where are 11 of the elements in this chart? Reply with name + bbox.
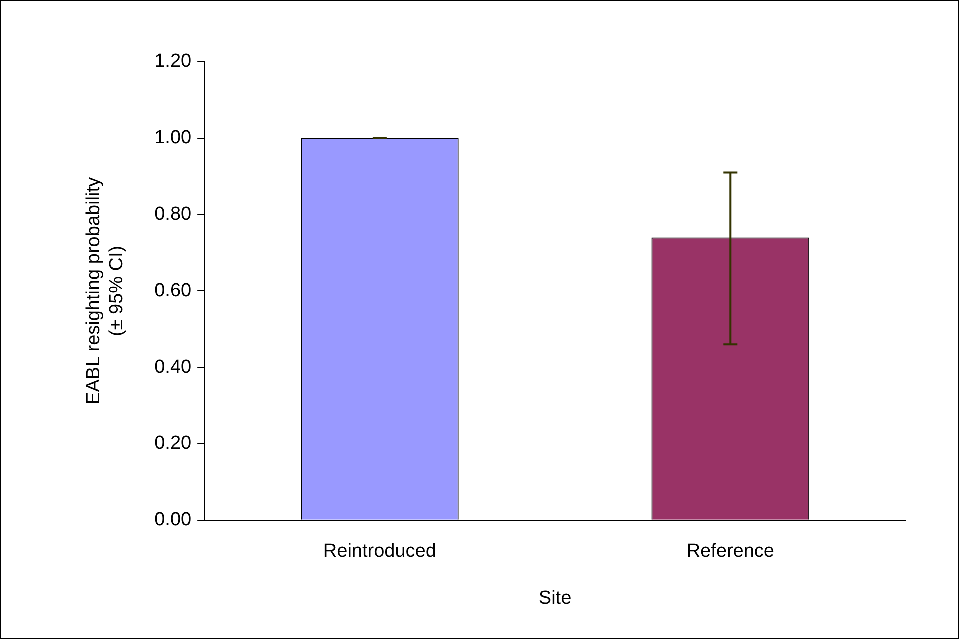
y-tick-label: 1.00: [154, 128, 192, 149]
x-tick-label: Reference: [686, 541, 774, 562]
y-tick-label: 0.80: [154, 204, 192, 226]
x-tick-label: Reintroduced: [323, 541, 436, 562]
y-tick-label: 0.00: [154, 510, 192, 531]
y-axis-title: EABL resighting probability (± 95% CI): [84, 176, 128, 405]
y-tick-label: 0.20: [154, 433, 192, 454]
x-axis-title: Site: [538, 588, 572, 609]
y-tick-label: 0.40: [154, 356, 192, 378]
y-tick-label: 1.20: [154, 51, 192, 72]
y-tick-label: 0.60: [154, 280, 192, 302]
